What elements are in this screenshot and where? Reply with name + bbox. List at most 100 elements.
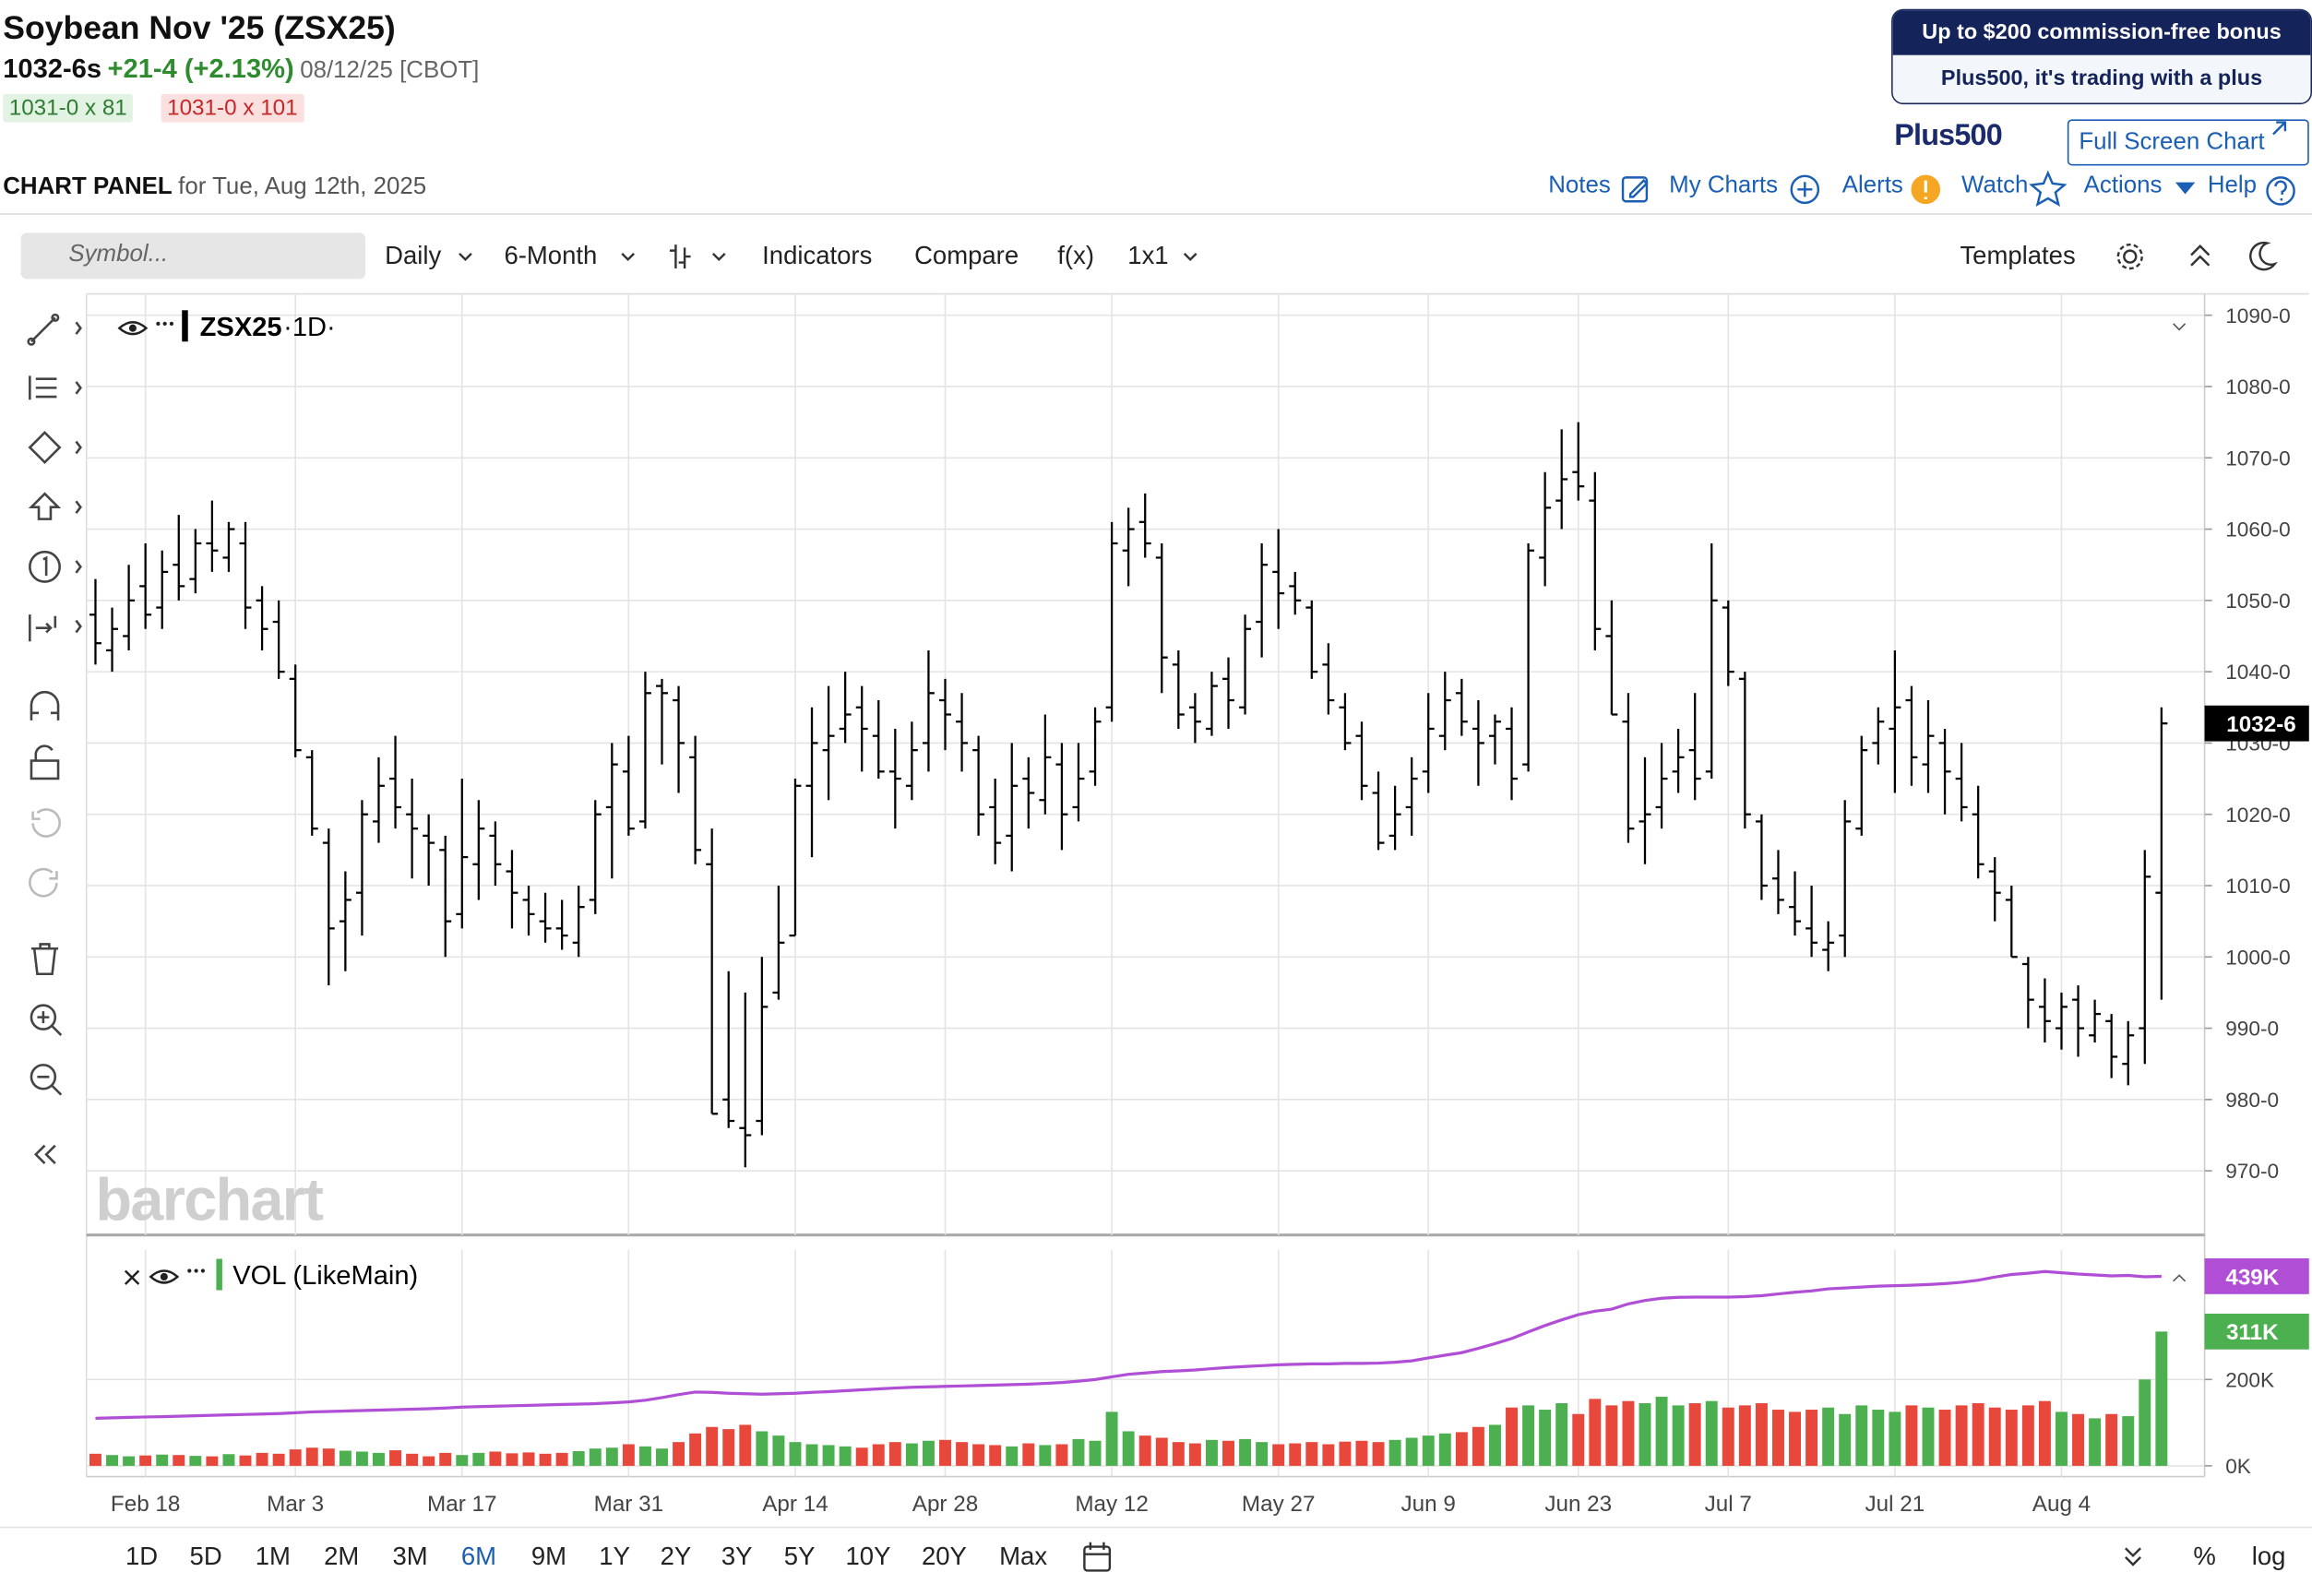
menu-dots[interactable] [156, 321, 161, 326]
volume-bar [1488, 1424, 1501, 1466]
volume-bar [2139, 1379, 2151, 1466]
volume-bar [1555, 1403, 1568, 1466]
volume-bar [1922, 1407, 1935, 1466]
expand-icon[interactable] [2125, 1547, 2141, 1566]
volume-bar [1388, 1439, 1401, 1466]
bid: 1031-0 x 81 [3, 93, 134, 123]
fx-button[interactable]: f(x) [1057, 241, 1094, 270]
volume-bar [989, 1445, 1002, 1466]
panel-title: CHART PANEL for Tue, Aug 12th, 2025 [3, 174, 426, 201]
ad-banner[interactable]: Up to $200 commission-free bonus Plus500… [1891, 8, 2312, 105]
volume-bar [1605, 1405, 1618, 1466]
x-tick-label: Apr 14 [762, 1492, 828, 1517]
compare-button[interactable]: Compare [914, 241, 1019, 270]
interval-menu[interactable]: Daily [385, 241, 442, 270]
notes-link[interactable]: Notes [1548, 173, 1611, 199]
volume-bar [156, 1454, 169, 1466]
volume-bar [1322, 1444, 1335, 1466]
actions-link[interactable]: Actions [2083, 173, 2163, 199]
bottom-icons [1083, 1542, 2141, 1572]
watch-link[interactable]: Watch [1961, 173, 2029, 199]
collapse-icon[interactable] [2173, 323, 2187, 331]
volume-bar [1272, 1444, 1285, 1466]
volume-bar [1672, 1405, 1685, 1466]
volume-bar [239, 1455, 252, 1466]
volume-bar [922, 1440, 935, 1466]
volume-bar [1988, 1407, 2001, 1466]
volume-bar [1138, 1435, 1151, 1466]
y-tick-label: 1000-0 [2225, 946, 2290, 969]
volume-bar [1872, 1410, 1885, 1466]
range-button[interactable]: 10Y [845, 1542, 891, 1571]
range-button[interactable]: 3Y [721, 1542, 753, 1571]
volume-bar [1422, 1435, 1435, 1466]
volume-bar [1405, 1437, 1418, 1466]
menu-dots[interactable] [187, 1268, 192, 1273]
eye-icon[interactable] [117, 321, 149, 336]
range-button[interactable]: 1Y [599, 1542, 630, 1571]
volume-bar [256, 1452, 268, 1466]
volume-bar [1972, 1403, 1984, 1466]
divider [0, 213, 2312, 215]
range-button[interactable]: 1D [125, 1542, 159, 1571]
volume-bar [1655, 1397, 1668, 1466]
volume-bar [656, 1448, 668, 1466]
symbol-search[interactable]: Symbol... [20, 232, 366, 280]
volume-bar [756, 1431, 769, 1466]
volume-bar [2155, 1331, 2168, 1466]
expand-icon[interactable] [2173, 1274, 2187, 1282]
range-button[interactable]: 5D [189, 1542, 222, 1571]
volume-bar [355, 1451, 368, 1466]
help-link[interactable]: Help [2207, 173, 2258, 199]
eye-icon [160, 1272, 168, 1281]
volume-bar [305, 1447, 318, 1466]
volume-bar [689, 1433, 702, 1466]
range-button[interactable]: 2Y [660, 1542, 692, 1571]
range-button[interactable]: Max [999, 1542, 1048, 1571]
x-tick-label: May 12 [1075, 1492, 1149, 1517]
volume-bar [1755, 1403, 1768, 1466]
range-button[interactable]: 3M [392, 1542, 428, 1571]
range-button[interactable]: 9M [530, 1542, 567, 1571]
price-change: +21-4 (+2.13%) [107, 54, 294, 84]
ask: 1031-0 x 101 [161, 93, 304, 123]
y-tick-label: 970-0 [2225, 1160, 2279, 1183]
scale-button[interactable]: % [2193, 1542, 2216, 1571]
full-screen-button[interactable]: Full Screen Chart [2067, 119, 2309, 166]
indicators-button[interactable]: Indicators [762, 241, 873, 270]
range-button[interactable]: 6M [460, 1542, 497, 1571]
volume-average-line [95, 1269, 2162, 1421]
period-menu[interactable]: 6-Month [504, 241, 598, 270]
range-button[interactable]: 5Y [783, 1542, 816, 1571]
scale-button[interactable]: log [2251, 1542, 2286, 1571]
alerts-link[interactable]: Alerts [1841, 173, 1903, 199]
y-tick-label: 1080-0 [2225, 375, 2290, 399]
y-tick-label: 1060-0 [2225, 518, 2290, 542]
watermark: barchart [95, 1166, 323, 1233]
volume-bar [2005, 1410, 2018, 1466]
volume-bar [2089, 1418, 2102, 1466]
my-charts-link[interactable]: My Charts [1669, 173, 1779, 199]
layout-menu[interactable]: 1x1 [1127, 241, 1169, 270]
templates-button[interactable]: Templates [1960, 241, 2076, 270]
range-button[interactable]: 1M [255, 1542, 291, 1571]
drawing-tools[interactable] [27, 313, 82, 1164]
average-label: 439K [2225, 1265, 2279, 1290]
volume-bar [589, 1448, 602, 1466]
range-button[interactable]: 2M [324, 1542, 360, 1571]
volume-bar [2056, 1411, 2068, 1466]
ad-logo[interactable]: Plus500 [1894, 119, 2002, 152]
price-legend: ZSX25 ·1D· [117, 310, 2187, 342]
volume-bar [839, 1446, 852, 1466]
y-tick-label: 1040-0 [2225, 661, 2290, 684]
volume-bar [439, 1452, 452, 1466]
range-button[interactable]: 20Y [921, 1542, 967, 1571]
calendar-icon[interactable] [1083, 1545, 1112, 1572]
volume-bar [888, 1442, 901, 1466]
close-icon[interactable] [124, 1269, 140, 1285]
eye-icon[interactable] [149, 1269, 180, 1284]
volume-bar [872, 1444, 885, 1466]
x-tick-label: May 27 [1242, 1492, 1316, 1517]
